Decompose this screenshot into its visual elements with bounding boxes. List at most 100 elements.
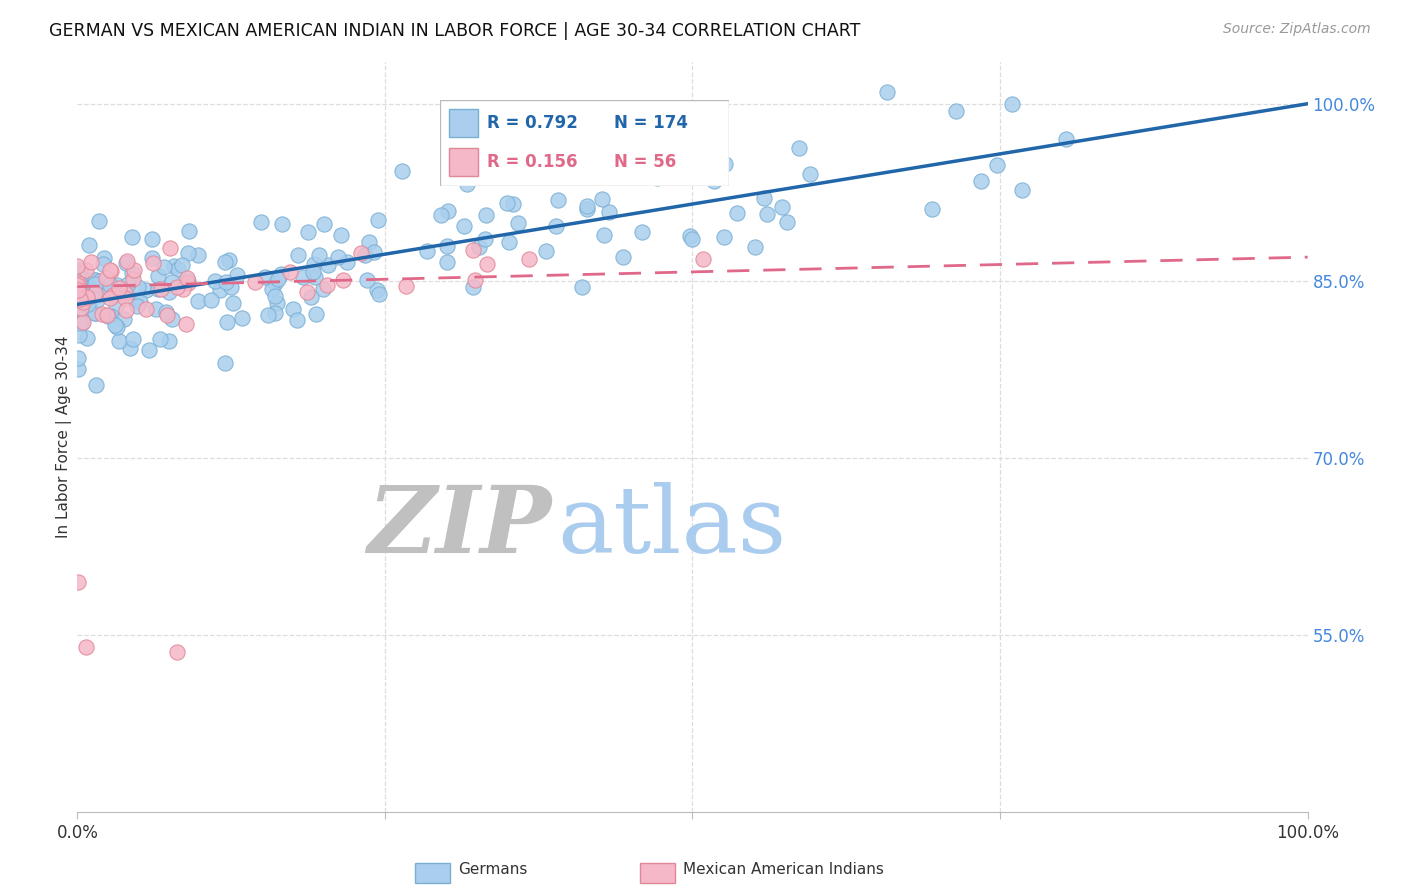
Point: [150, 282, 173, 296]
Point: [66, 362, 89, 376]
Point: [316, 258, 339, 272]
Point: [67, 285, 90, 300]
Point: [105, 278, 128, 293]
Point: [217, 314, 239, 328]
Point: [76, 273, 98, 287]
Point: [254, 269, 277, 284]
Point: [299, 290, 322, 304]
Point: [598, 204, 620, 219]
Point: [114, 286, 136, 301]
Point: [876, 85, 898, 99]
Point: [122, 272, 145, 286]
Point: [453, 219, 475, 233]
Point: [330, 228, 353, 243]
Point: [160, 311, 183, 326]
Y-axis label: In Labor Force | Age 30-34: In Labor Force | Age 30-34: [56, 335, 72, 539]
Point: [125, 299, 148, 313]
Point: [84, 285, 107, 300]
Point: [84, 378, 107, 392]
Point: [76, 331, 98, 345]
Point: [104, 299, 127, 313]
Point: [308, 248, 330, 262]
Point: [571, 279, 593, 293]
Point: [713, 230, 735, 244]
Text: atlas: atlas: [557, 482, 786, 572]
Point: [209, 283, 232, 297]
Point: [166, 645, 188, 659]
Point: [90, 286, 112, 301]
Point: [142, 256, 165, 270]
Point: [1001, 97, 1024, 112]
Point: [90, 307, 112, 321]
Point: [631, 225, 654, 239]
Point: [70, 298, 93, 312]
Point: [226, 268, 249, 282]
Point: [155, 305, 177, 319]
Point: [75, 263, 97, 277]
Point: [474, 232, 496, 246]
Point: [141, 232, 163, 246]
Point: [107, 281, 129, 295]
Point: [162, 275, 184, 289]
Point: [391, 164, 413, 178]
Point: [264, 305, 287, 319]
Point: [66, 281, 89, 295]
Point: [187, 248, 209, 262]
Point: [243, 275, 266, 289]
Point: [96, 277, 118, 291]
Point: [135, 301, 157, 316]
Point: [66, 277, 89, 292]
Point: [72, 281, 94, 295]
Point: [354, 248, 377, 262]
Point: [752, 191, 775, 205]
Point: [84, 306, 107, 320]
Point: [416, 244, 439, 259]
Point: [591, 193, 613, 207]
Point: [101, 288, 124, 302]
Point: [117, 277, 139, 292]
Point: [166, 280, 188, 294]
Point: [366, 283, 388, 297]
Point: [260, 283, 283, 297]
Point: [356, 273, 378, 287]
Point: [115, 255, 138, 269]
Point: [264, 276, 287, 290]
Point: [83, 277, 105, 291]
Point: [76, 290, 98, 304]
Point: [312, 282, 335, 296]
Point: [100, 264, 122, 278]
Point: [167, 262, 190, 277]
Point: [177, 276, 200, 290]
Text: Germans: Germans: [458, 863, 527, 877]
Point: [66, 351, 89, 365]
Point: [72, 315, 94, 329]
Point: [135, 283, 157, 297]
Point: [214, 356, 236, 370]
Point: [66, 285, 89, 299]
Point: [437, 204, 460, 219]
Point: [84, 306, 107, 320]
Point: [89, 214, 111, 228]
Point: [287, 313, 309, 327]
Point: [921, 202, 943, 216]
Point: [98, 277, 121, 292]
Point: [156, 308, 179, 322]
Point: [546, 219, 568, 233]
Point: [703, 174, 725, 188]
Point: [122, 263, 145, 277]
Point: [1054, 132, 1077, 146]
Point: [744, 240, 766, 254]
Point: [986, 158, 1008, 172]
Point: [970, 174, 993, 188]
Point: [467, 240, 489, 254]
Point: [66, 302, 89, 317]
Point: [172, 282, 194, 296]
Point: [297, 225, 319, 239]
Point: [302, 265, 325, 279]
Point: [281, 302, 304, 317]
Point: [291, 270, 314, 285]
Point: [69, 292, 91, 306]
Point: [176, 271, 198, 285]
Point: [141, 251, 163, 265]
Point: [114, 291, 136, 305]
